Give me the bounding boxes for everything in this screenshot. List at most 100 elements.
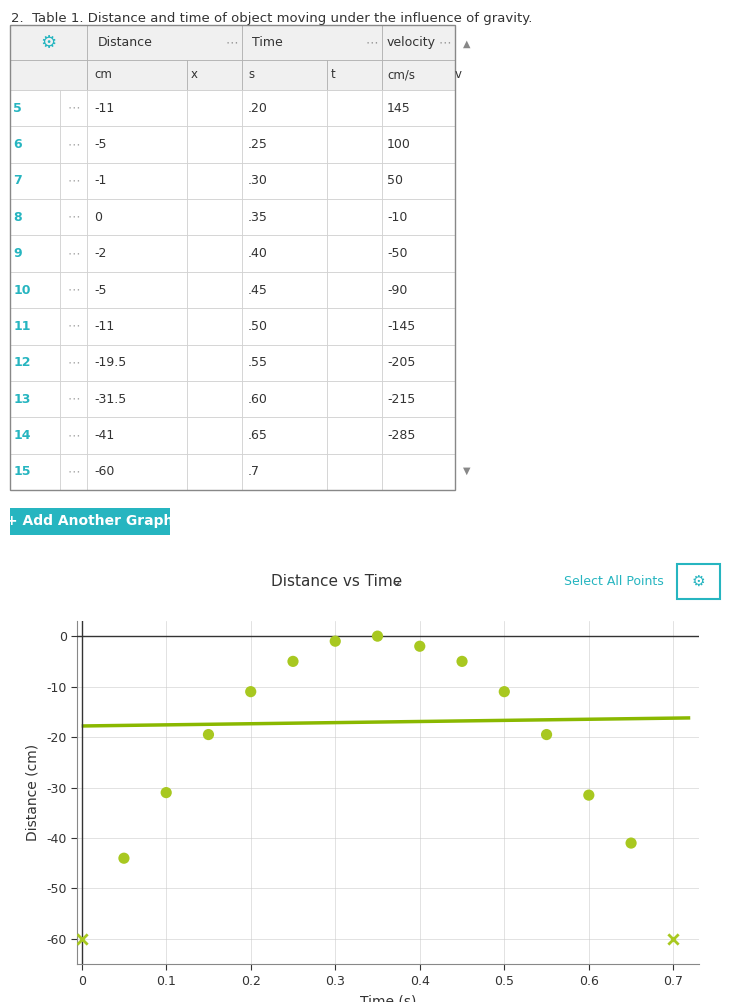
Bar: [382, 90, 455, 126]
Text: ⚙: ⚙: [692, 574, 705, 589]
Text: 100: 100: [387, 138, 411, 151]
Point: [667, 931, 679, 947]
Text: -50: -50: [387, 247, 407, 261]
Bar: [327, 454, 382, 490]
Bar: [60, 90, 87, 126]
Bar: [60, 345, 87, 381]
Bar: [327, 90, 382, 126]
Text: Distance vs Time: Distance vs Time: [271, 574, 402, 589]
Bar: [327, 417, 382, 454]
Text: .25: .25: [248, 138, 268, 151]
Text: ⋯: ⋯: [68, 320, 80, 333]
Bar: [10, 199, 60, 235]
FancyBboxPatch shape: [0, 506, 183, 537]
X-axis label: Time (s): Time (s): [360, 995, 416, 1002]
Bar: [87, 345, 187, 381]
Point: [541, 726, 553, 742]
Text: -19.5: -19.5: [94, 357, 126, 369]
Bar: [187, 235, 242, 272]
Bar: [242, 272, 327, 309]
Text: ⋯: ⋯: [68, 247, 80, 261]
Bar: [60, 309, 87, 345]
Text: 13: 13: [13, 393, 31, 406]
Bar: [327, 126, 382, 162]
Text: -215: -215: [387, 393, 415, 406]
Bar: [242, 309, 327, 345]
Bar: [327, 345, 382, 381]
Text: ⌄: ⌄: [390, 574, 403, 589]
Bar: [60, 381, 87, 417]
Text: -5: -5: [94, 284, 106, 297]
Point: [160, 785, 172, 801]
Text: -1: -1: [94, 174, 106, 187]
Text: 7: 7: [13, 174, 22, 187]
Bar: [382, 272, 455, 309]
Bar: [10, 25, 87, 60]
Bar: [187, 454, 242, 490]
Text: ▲: ▲: [463, 39, 470, 49]
Bar: [10, 162, 60, 199]
Bar: [60, 417, 87, 454]
Bar: [242, 381, 327, 417]
Text: -11: -11: [94, 320, 115, 333]
Text: 0: 0: [94, 210, 102, 223]
Bar: [327, 199, 382, 235]
Bar: [10, 381, 60, 417]
Bar: [60, 272, 87, 309]
Text: 145: 145: [387, 101, 411, 114]
Bar: [60, 162, 87, 199]
Point: [287, 653, 299, 669]
Text: + Add Another Graph: + Add Another Graph: [7, 514, 174, 528]
Point: [414, 638, 426, 654]
Text: -41: -41: [94, 429, 115, 442]
Point: [583, 788, 595, 804]
Bar: [87, 235, 187, 272]
Bar: [327, 272, 382, 309]
Text: cm/s: cm/s: [387, 68, 415, 81]
Bar: [10, 126, 60, 162]
Bar: [382, 381, 455, 417]
Point: [245, 683, 257, 699]
Point: [76, 931, 87, 947]
Text: -11: -11: [94, 101, 115, 114]
Bar: [382, 235, 455, 272]
Bar: [242, 90, 327, 126]
Text: ⋯: ⋯: [365, 36, 377, 49]
Text: -10: -10: [387, 210, 407, 223]
Point: [456, 653, 468, 669]
Bar: [242, 162, 327, 199]
Text: 5: 5: [13, 101, 22, 114]
Text: .20: .20: [248, 101, 268, 114]
Bar: [87, 199, 187, 235]
Text: t: t: [331, 68, 335, 81]
Bar: [187, 60, 242, 90]
Bar: [10, 60, 87, 90]
Text: -205: -205: [387, 357, 415, 369]
Text: ⋯: ⋯: [68, 465, 80, 478]
Text: ⋯: ⋯: [68, 393, 80, 406]
Bar: [10, 309, 60, 345]
Text: 15: 15: [13, 465, 31, 478]
Bar: [187, 417, 242, 454]
Point: [203, 726, 214, 742]
Bar: [327, 235, 382, 272]
FancyBboxPatch shape: [677, 564, 720, 599]
Bar: [382, 417, 455, 454]
Text: ⋯: ⋯: [68, 138, 80, 151]
Bar: [87, 90, 187, 126]
Text: -60: -60: [94, 465, 115, 478]
Bar: [382, 345, 455, 381]
Bar: [187, 309, 242, 345]
Bar: [327, 381, 382, 417]
Text: .60: .60: [248, 393, 268, 406]
Text: ⋯: ⋯: [68, 357, 80, 369]
Bar: [382, 199, 455, 235]
Bar: [187, 162, 242, 199]
Bar: [60, 454, 87, 490]
Bar: [187, 199, 242, 235]
Bar: [60, 126, 87, 162]
Text: Time: Time: [252, 36, 283, 49]
Text: .55: .55: [248, 357, 268, 369]
Bar: [382, 60, 455, 90]
Text: cm: cm: [94, 68, 112, 81]
